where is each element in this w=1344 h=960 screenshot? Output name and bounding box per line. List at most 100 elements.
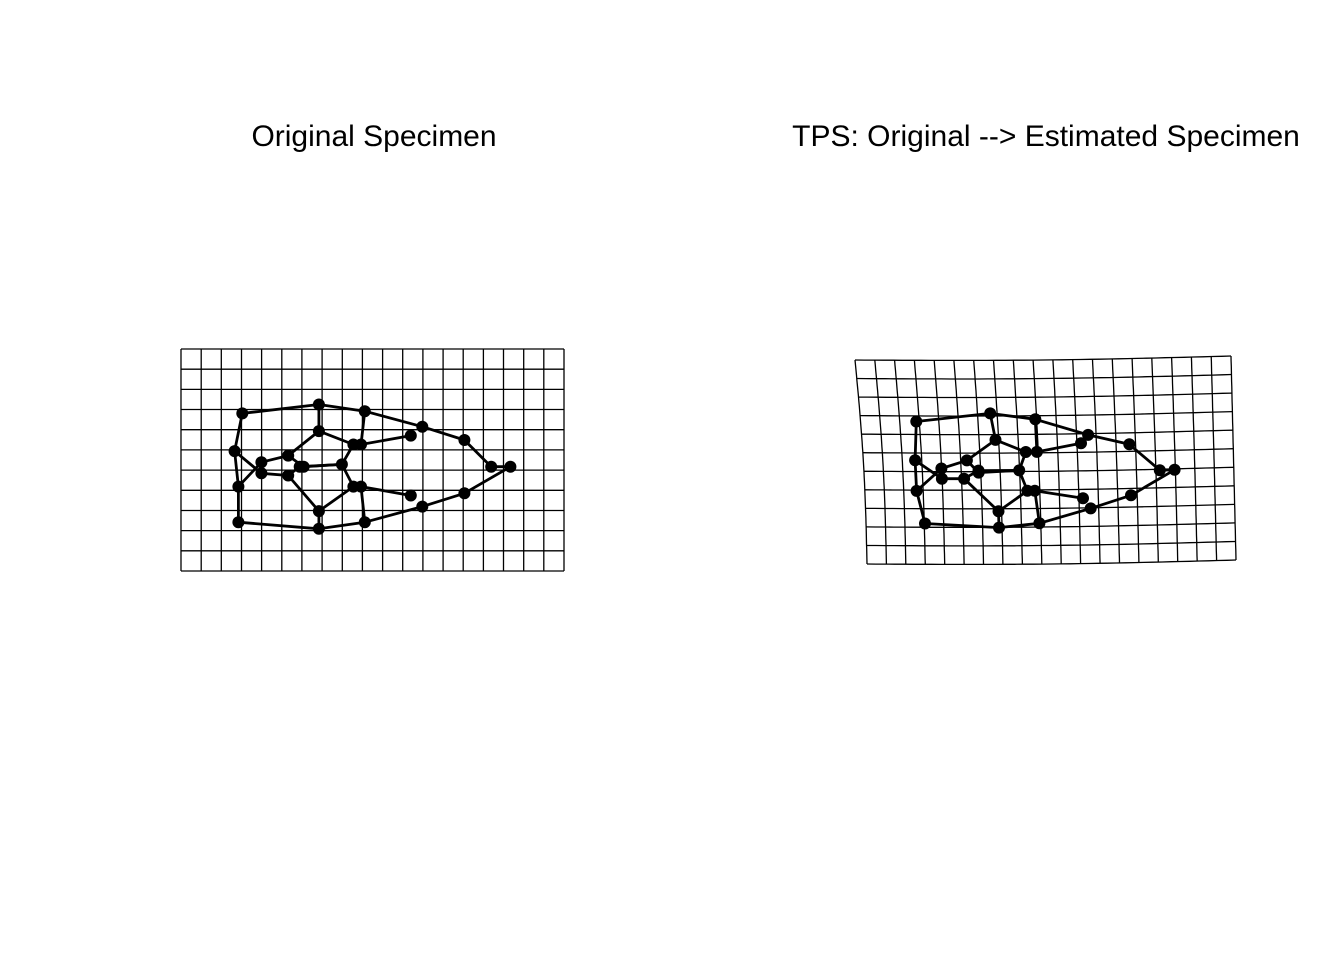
- estimated-grid-vline: [1131, 358, 1140, 563]
- estimated-landmark-link: [1089, 493, 1133, 510]
- original-landmark-point: [416, 420, 429, 433]
- estimated-landmark-link: [1035, 441, 1083, 454]
- estimated-grid-vline: [1032, 360, 1043, 565]
- original-landmark-link: [359, 434, 413, 446]
- estimated-grid-vline: [1052, 359, 1062, 564]
- estimated-landmark-point: [958, 472, 971, 485]
- original-landmark-link: [302, 462, 344, 469]
- estimated-landmark-link: [1038, 506, 1093, 525]
- original-landmark-link: [462, 438, 493, 469]
- original-landmark-point: [358, 516, 371, 529]
- landmark-points-original: [228, 398, 517, 535]
- original-landmark-point: [297, 460, 310, 473]
- original-landmark-point: [504, 460, 517, 473]
- original-landmark-point: [228, 445, 241, 458]
- original-landmark-point: [312, 522, 325, 535]
- estimated-landmark-point: [1082, 428, 1095, 441]
- estimated-landmark-point: [1013, 464, 1026, 477]
- panel-estimated: [854, 355, 1237, 566]
- estimated-grid-vline: [1111, 358, 1121, 563]
- original-landmark-link: [286, 429, 321, 458]
- estimated-grid-vline: [1190, 357, 1198, 562]
- estimated-landmark-point: [1077, 492, 1089, 505]
- estimated-grid-hline: [858, 392, 1232, 399]
- estimated-grid-hline: [862, 448, 1234, 454]
- estimated-landmark-point: [1029, 413, 1042, 426]
- original-landmark-point: [335, 458, 348, 471]
- estimated-landmark-point: [1168, 463, 1181, 476]
- estimated-grid-hline: [865, 503, 1235, 510]
- original-landmark-link: [420, 491, 466, 509]
- estimated-grid-vline: [854, 359, 868, 565]
- original-landmark-link: [317, 429, 355, 446]
- estimated-landmark-point: [989, 433, 1002, 446]
- estimated-landmark-link: [914, 411, 992, 423]
- estimated-landmark-point: [1033, 517, 1046, 530]
- estimated-landmark-link: [1129, 468, 1176, 497]
- estimated-landmark-link: [923, 522, 1001, 529]
- deformation-grid-estimated: [854, 355, 1237, 566]
- original-landmark-point: [312, 505, 325, 518]
- estimated-landmark-link: [1033, 417, 1090, 437]
- estimated-landmark-point: [935, 462, 948, 475]
- original-landmark-link: [420, 425, 466, 442]
- original-landmark-link: [317, 485, 355, 513]
- estimated-grid-hline: [854, 355, 1232, 362]
- estimated-landmark-point: [972, 466, 985, 479]
- original-landmark-point: [232, 516, 245, 529]
- estimated-landmark-link: [1127, 442, 1162, 472]
- estimated-grid-hline: [866, 540, 1236, 547]
- original-landmark-point: [404, 489, 417, 502]
- original-landmark-point: [255, 467, 268, 480]
- estimated-landmark-point: [992, 505, 1005, 518]
- estimated-grid-hline: [864, 485, 1235, 491]
- estimated-landmark-point: [935, 472, 948, 485]
- estimated-grid-vline: [1230, 355, 1237, 561]
- estimated-grid-hline: [866, 559, 1237, 566]
- original-landmark-point: [282, 449, 295, 462]
- estimated-landmark-point: [984, 407, 997, 420]
- original-landmark-point: [458, 487, 471, 500]
- estimated-grid-vline: [1151, 358, 1159, 563]
- estimated-grid-vline: [913, 360, 926, 565]
- original-landmark-point: [282, 469, 295, 482]
- estimated-landmark-point: [1153, 464, 1166, 477]
- original-landmark-point: [485, 460, 498, 473]
- original-landmark-link: [363, 409, 424, 429]
- estimated-grid-vline: [973, 360, 985, 565]
- estimated-grid-vline: [992, 360, 1004, 565]
- estimated-grid-vline: [1072, 359, 1082, 564]
- estimated-landmark-link: [988, 411, 1037, 421]
- estimated-grid-vline: [1091, 359, 1101, 564]
- estimated-landmark-link: [962, 477, 1000, 513]
- original-landmark-point: [312, 425, 325, 438]
- estimated-grid-hline: [861, 429, 1233, 436]
- original-landmark-link: [233, 411, 244, 453]
- estimated-landmark-point: [960, 454, 973, 467]
- landmark-points-estimated: [909, 407, 1181, 534]
- estimated-landmark-point: [993, 521, 1005, 534]
- estimated-grid-vline: [893, 360, 907, 565]
- estimated-landmark-point: [919, 517, 931, 530]
- original-landmark-point: [416, 500, 429, 513]
- original-landmark-link: [286, 474, 321, 513]
- original-landmark-link: [240, 403, 321, 415]
- original-landmark-point: [355, 438, 367, 451]
- original-landmark-link: [462, 465, 512, 495]
- original-landmark-point: [355, 480, 367, 493]
- estimated-landmark-point: [910, 415, 923, 428]
- original-landmark-link: [236, 520, 321, 531]
- estimated-landmark-link: [1033, 489, 1085, 500]
- estimated-grid-vline: [874, 360, 888, 565]
- estimated-landmark-point: [1084, 502, 1097, 515]
- original-landmark-point: [236, 407, 249, 420]
- original-landmark-link: [359, 485, 413, 497]
- original-landmark-link: [363, 505, 424, 524]
- original-landmark-point: [358, 405, 371, 418]
- panel-original: [180, 348, 565, 572]
- estimated-grid-vline: [1170, 357, 1179, 562]
- estimated-grid-hline: [856, 373, 1232, 380]
- estimated-landmark-point: [1019, 446, 1032, 458]
- estimated-landmark-link: [913, 420, 918, 462]
- estimated-grid-vline: [933, 360, 946, 565]
